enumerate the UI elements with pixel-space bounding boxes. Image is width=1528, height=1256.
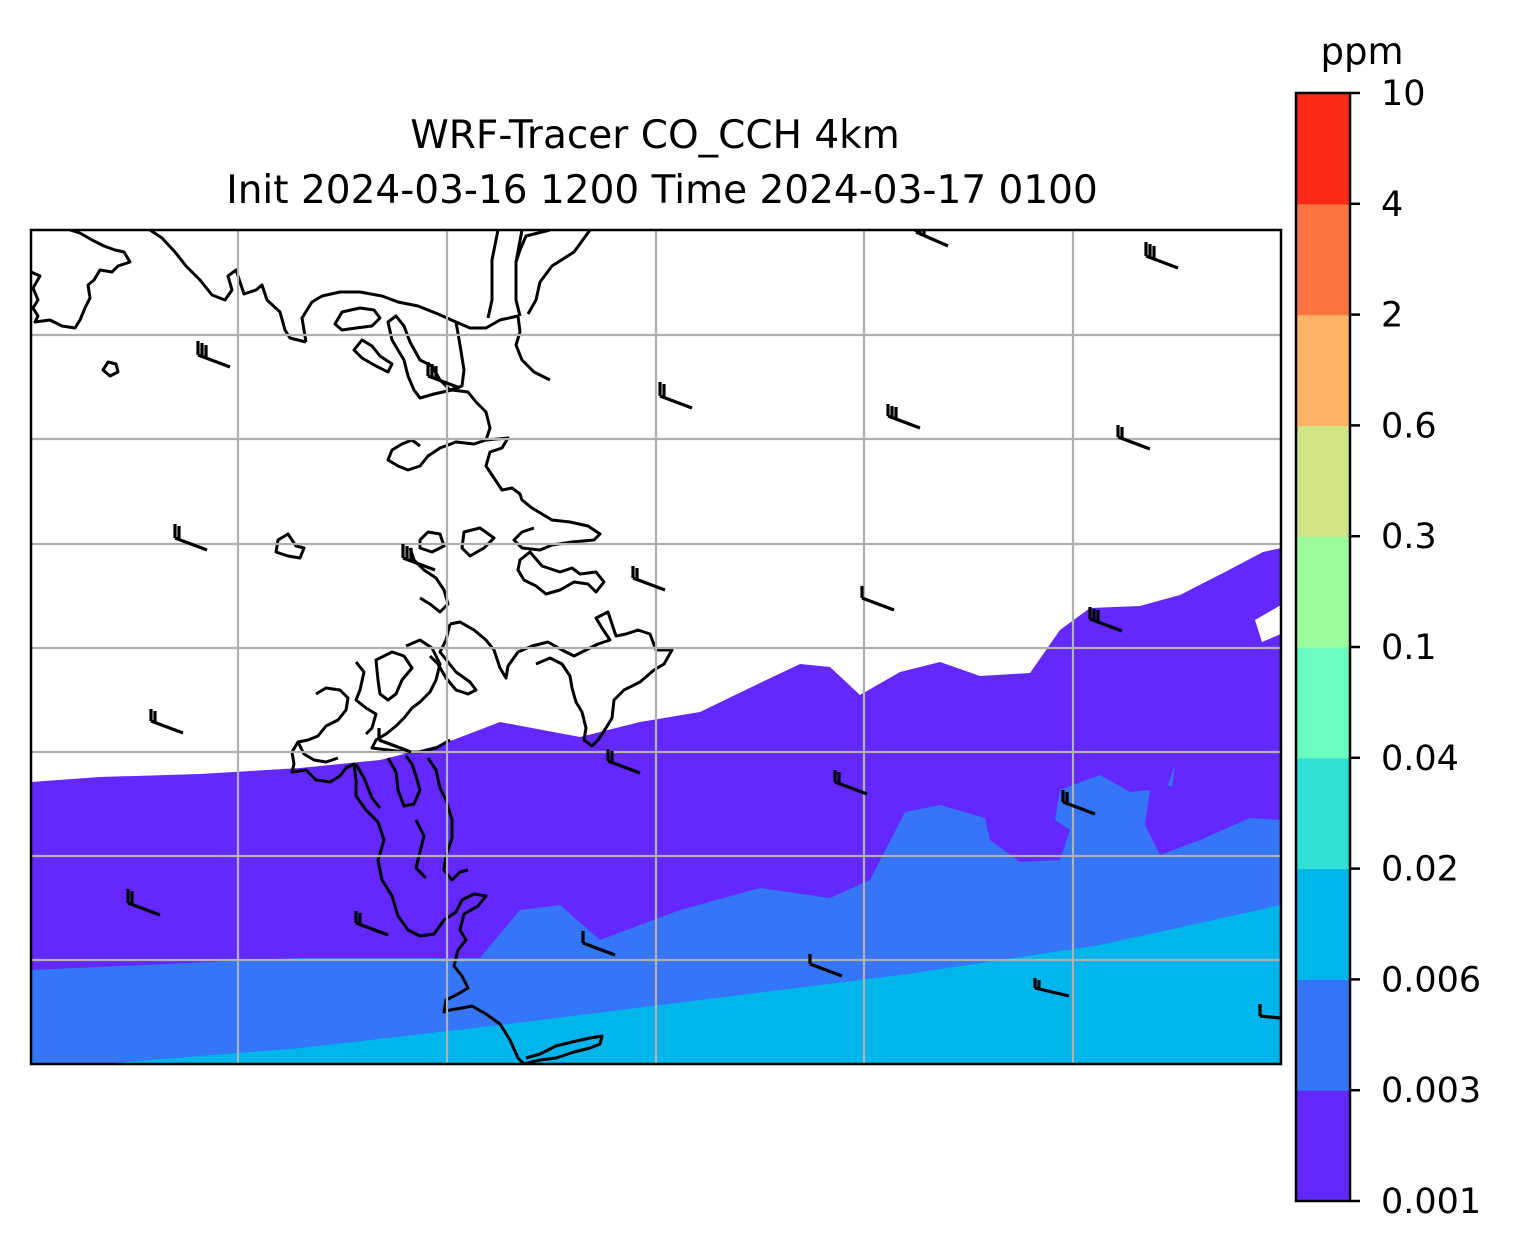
map-panel: [29, 228, 1283, 1066]
colorbar-tick-label: 0.02: [1381, 850, 1459, 890]
colorbar-tick-label: 10: [1381, 74, 1426, 114]
wind-barb: [808, 954, 843, 978]
colorbar-tick-label: 0.6: [1381, 406, 1437, 446]
wind-barb: [149, 709, 184, 735]
contour-band-0.006-0.02: [100, 905, 1281, 1064]
wind-barb: [1258, 1004, 1281, 1020]
colorbar-swatch: [1296, 1090, 1350, 1202]
wind-barb: [1061, 790, 1096, 816]
colorbar-swatch: [1296, 425, 1350, 537]
wind-barb: [1088, 607, 1123, 633]
gridlines: [31, 230, 1281, 1064]
colorbar-swatch: [1296, 979, 1350, 1091]
colorbar-tick-label: 0.04: [1381, 739, 1459, 779]
colorbar-swatch: [1296, 203, 1350, 316]
colorbar-swatch: [1296, 314, 1350, 426]
title-line-2: Init 2024-03-16 1200 Time 2024-03-17 010…: [226, 168, 1098, 213]
colorbar-swatches: [1296, 93, 1350, 1202]
colorbar-tick-label: 0.1: [1381, 628, 1437, 668]
colorbar-tick-label: 0.006: [1381, 960, 1481, 1000]
colorbar-tick-label: 4: [1381, 185, 1403, 225]
colorbar-tick-label: 0.001: [1381, 1182, 1481, 1222]
colorbar-swatch: [1296, 536, 1350, 648]
wind-barb: [354, 911, 389, 937]
wind-barb: [606, 749, 641, 775]
wind-barb: [631, 566, 666, 592]
wind-barb: [581, 931, 616, 957]
colorbar-swatch: [1296, 868, 1350, 980]
colorbar-swatch: [1296, 757, 1350, 870]
wind-barb: [1116, 425, 1151, 451]
colorbar-tick-label: 0.3: [1381, 517, 1437, 557]
wind-barb: [196, 341, 231, 369]
wind-barb: [1033, 978, 1070, 998]
map-frame: [29, 228, 1283, 1066]
colorbar-swatch: [1296, 647, 1350, 759]
title-line-1: WRF-Tracer CO_CCH 4km: [410, 113, 899, 158]
wind-barb: [833, 770, 868, 796]
wind-barbs: [126, 230, 1281, 1020]
colorbar-tick-label: 2: [1381, 296, 1403, 336]
colorbar-unit: ppm: [1320, 30, 1403, 73]
colorbar-tick-label: 0.003: [1381, 1071, 1481, 1111]
colorbar-swatch: [1296, 93, 1350, 205]
colorbar-ticks: 0.001 0.003 0.006 0.02 0.04 0.1 0.3 0.6 2 4 10: [1350, 74, 1481, 1222]
wind-barb: [173, 524, 208, 552]
wind-barb: [1144, 242, 1179, 270]
wind-barb: [126, 889, 161, 917]
wind-barb: [377, 728, 412, 754]
wind-barb: [658, 382, 693, 410]
wind-barb: [426, 362, 461, 390]
colorbar: ppm 0.001 0.003 0.006 0.02 0.04 0.1 0.3 0.6 2 4 10: [1294, 30, 1481, 1222]
wind-barb: [886, 404, 921, 430]
wind-barb: [401, 544, 436, 572]
wind-barb: [860, 586, 895, 612]
wind-barb: [914, 230, 949, 248]
